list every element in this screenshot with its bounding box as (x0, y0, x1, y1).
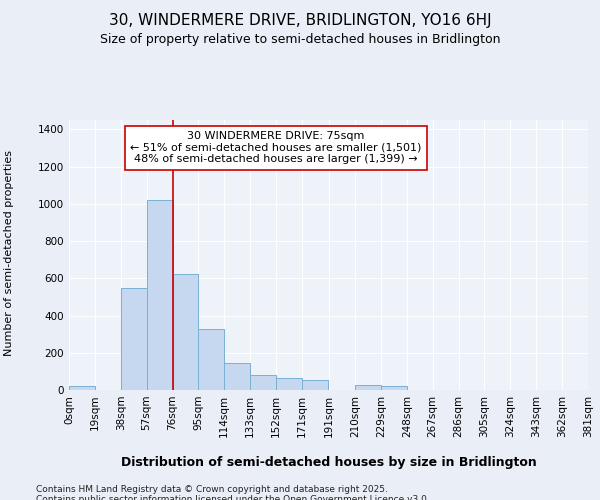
Text: 30, WINDERMERE DRIVE, BRIDLINGTON, YO16 6HJ: 30, WINDERMERE DRIVE, BRIDLINGTON, YO16 … (109, 12, 491, 28)
Bar (121, 288, 146, 390)
Text: Number of semi-detached properties: Number of semi-detached properties (4, 150, 14, 356)
Bar (69, 386, 95, 390)
Text: Contains HM Land Registry data © Crown copyright and database right 2025.
Contai: Contains HM Land Registry data © Crown c… (36, 485, 430, 500)
Bar (381, 386, 407, 390)
Text: 30 WINDERMERE DRIVE: 75sqm
← 51% of semi-detached houses are smaller (1,501)
48%: 30 WINDERMERE DRIVE: 75sqm ← 51% of semi… (130, 131, 422, 164)
Bar (250, 375, 276, 390)
Bar (355, 386, 381, 390)
Bar (173, 274, 199, 390)
Bar (276, 378, 302, 390)
Text: Distribution of semi-detached houses by size in Bridlington: Distribution of semi-detached houses by … (121, 456, 536, 469)
Bar (199, 330, 224, 390)
Bar (224, 363, 250, 390)
Bar (146, 200, 173, 390)
Bar (302, 380, 328, 390)
Text: Size of property relative to semi-detached houses in Bridlington: Size of property relative to semi-detach… (100, 32, 500, 46)
